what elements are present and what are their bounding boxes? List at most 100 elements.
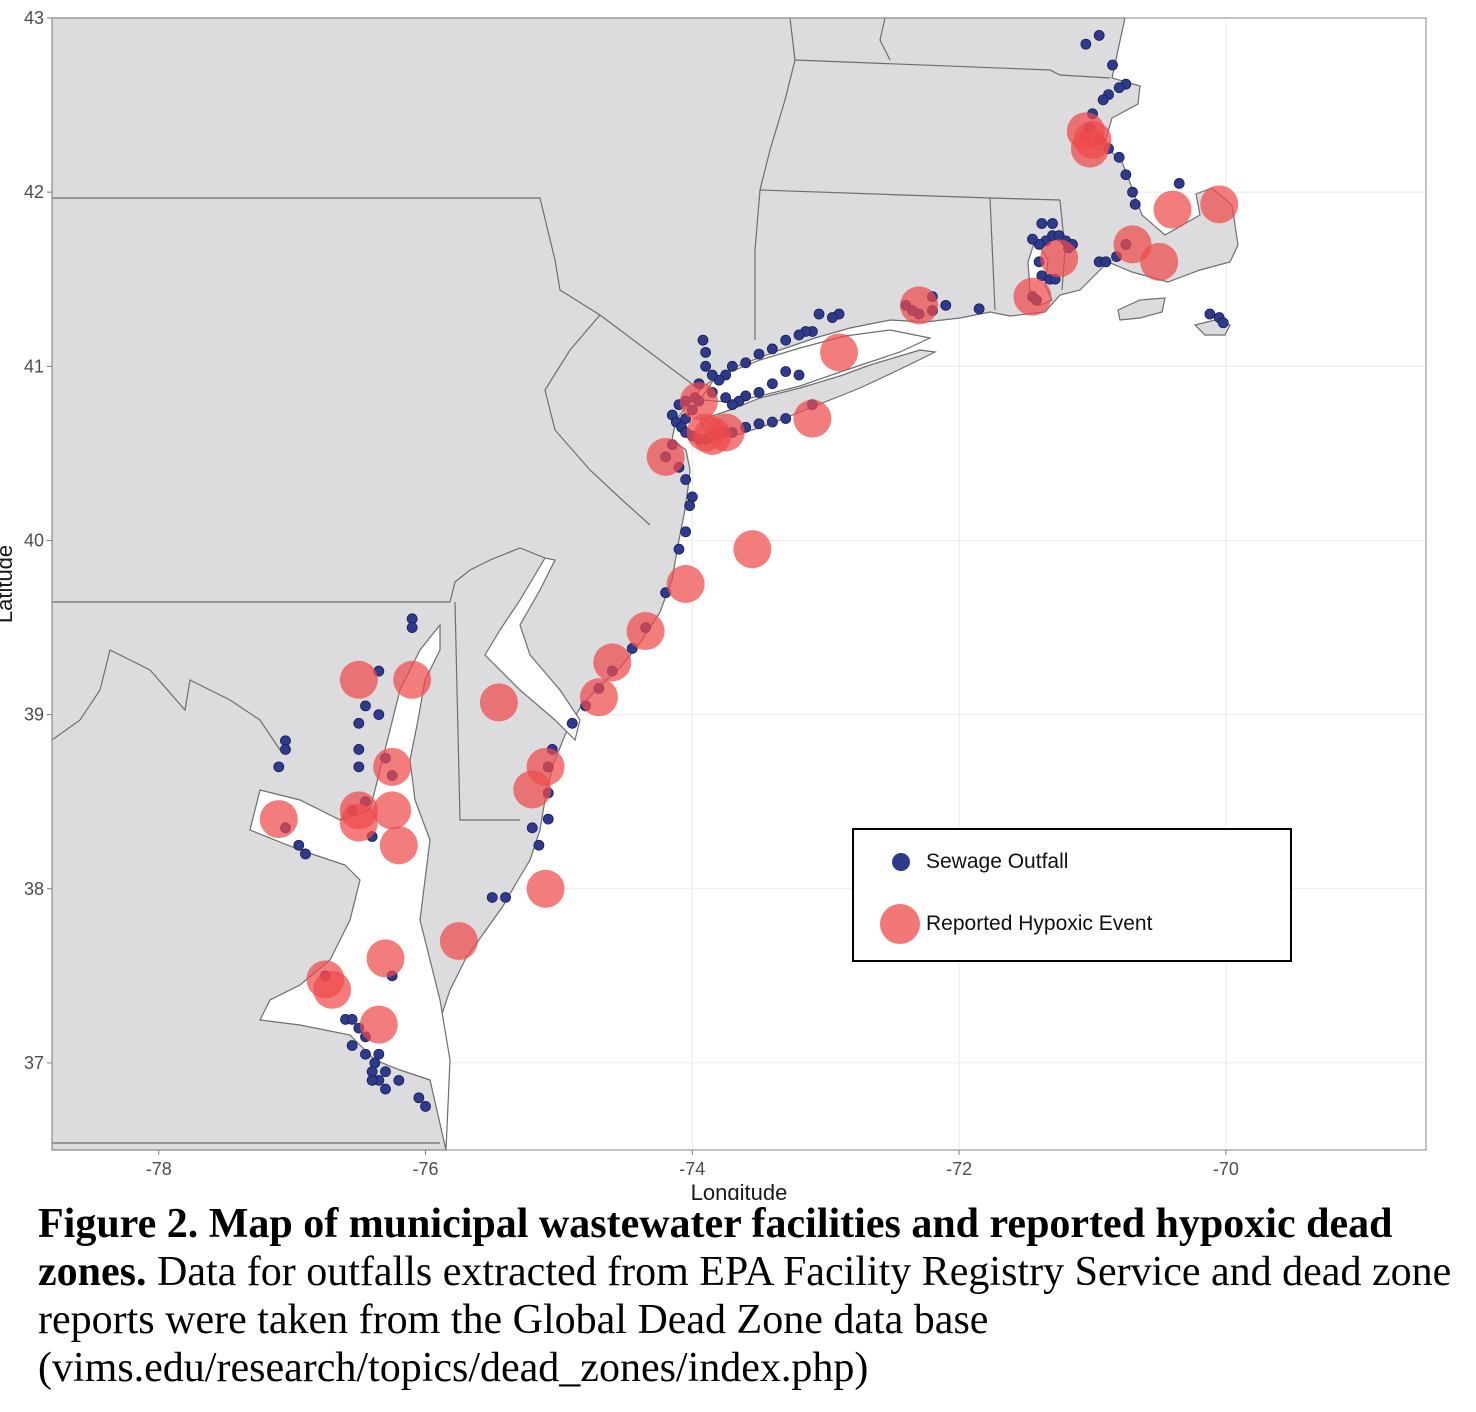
hypoxic-event-point <box>373 791 412 830</box>
figure-caption: Figure 2. Map of municipal wastewater fa… <box>38 1200 1458 1392</box>
hypoxic-event-point <box>900 286 939 325</box>
sewage-outfall-point <box>740 357 752 369</box>
hypoxic-event-point <box>339 803 378 842</box>
caption-title: Figure 2. Map of municipal wastewater fa… <box>38 1201 1393 1295</box>
ticks-layer: -78 -76 -74 -72 -70 37 38 39 40 41 42 43 <box>24 8 1239 1179</box>
x-tick-label: -78 <box>146 1159 172 1179</box>
hypoxic-event-point <box>359 1005 398 1044</box>
hypoxic-event-point <box>626 612 665 651</box>
sewage-outfall-point <box>1047 218 1058 229</box>
hypoxic-event-point <box>366 939 405 978</box>
sewage-outfall-point <box>766 378 778 390</box>
sewage-outfall-point <box>793 329 805 341</box>
sewage-outfall-point <box>1027 233 1038 245</box>
sewage-outfall-point <box>753 348 765 360</box>
sewage-outfall-point <box>726 360 738 372</box>
y-tick-label: 40 <box>24 530 44 550</box>
hypoxic-event-point <box>733 530 772 569</box>
sewage-outfall-point <box>780 413 792 424</box>
sewage-outfall-point <box>673 543 685 555</box>
sewage-outfall-point <box>373 1048 385 1060</box>
sewage-outfall-point <box>273 761 285 773</box>
sewage-outfall-point <box>360 1048 371 1060</box>
hypoxic-event-point <box>439 922 478 961</box>
sewage-outfall-point <box>1217 317 1229 329</box>
legend-item-hypoxic: Reported Hypoxic Event <box>854 904 1152 944</box>
x-tick-label: -76 <box>413 1159 439 1179</box>
hypoxic-event-point <box>313 970 352 1009</box>
marthas-vineyard <box>1117 297 1166 321</box>
sewage-outfall-point <box>542 813 554 825</box>
hypoxic-marker-icon <box>880 904 920 944</box>
sewage-outfall-point <box>753 418 765 430</box>
sewage-outfall-point <box>1093 30 1105 41</box>
x-tick-label: -74 <box>679 1159 705 1179</box>
state-borders <box>51 17 1111 1144</box>
hypoxic-event-point <box>393 660 432 699</box>
sewage-outfall-point <box>1113 151 1125 163</box>
hypoxic-event-point <box>646 437 685 476</box>
sewage-outfall-point <box>793 369 805 381</box>
sewage-outfall-point <box>940 299 952 311</box>
sewage-outfall-point <box>366 1074 378 1086</box>
sewage-outfall-point <box>526 822 538 834</box>
legend: Sewage Outfall Reported Hypoxic Event <box>852 828 1292 962</box>
sewage-outfall-point <box>680 526 692 538</box>
sewage-outfall-point <box>813 308 825 320</box>
caption-text: Data for outfalls extracted from EPA Fac… <box>38 1249 1452 1391</box>
sewage-outfall-point <box>353 717 365 729</box>
hypoxic-event-point <box>379 826 418 865</box>
hypoxic-event-point <box>1153 190 1192 229</box>
sewage-outfall-point <box>360 700 371 712</box>
hypoxic-event-point <box>1200 185 1239 224</box>
sewage-outfall-point <box>706 369 718 381</box>
sewage-outfall-point <box>697 334 709 346</box>
hypoxic-event-point <box>373 747 412 786</box>
sewage-outfall-point <box>780 366 792 377</box>
plot-border <box>51 17 1427 1151</box>
x-tick-label: -70 <box>1213 1159 1239 1179</box>
sewage-outfall-point <box>300 848 311 860</box>
sewage-outfall-point <box>780 334 792 346</box>
sewage-outfall-point <box>280 744 291 755</box>
sewage-outfall-point <box>1204 308 1216 320</box>
hypoxic-event-point <box>339 660 378 699</box>
sewage-outfall-point <box>500 892 511 903</box>
sewage-outfall-point <box>1120 169 1132 181</box>
sewage-outfall-point <box>826 312 838 323</box>
sewage-outfall-point <box>700 346 712 358</box>
delaware-bay <box>484 557 581 742</box>
sewage-outfall-point <box>684 500 696 512</box>
hypoxic-event-point <box>513 770 552 809</box>
sewage-outfall-point <box>413 1092 425 1104</box>
sewage-outfall-point <box>533 839 545 851</box>
sewage-outfall-point <box>486 892 498 903</box>
y-tick-label: 39 <box>24 705 44 725</box>
x-tick-label: -72 <box>946 1159 972 1179</box>
y-tick-label: 37 <box>24 1053 44 1073</box>
sewage-outfall-point <box>726 399 738 411</box>
y-tick-label: 41 <box>24 356 44 376</box>
map-figure: -78 -76 -74 -72 -70 37 38 39 40 41 42 43 Longitude … <box>0 8 1427 1200</box>
y-tick-label: 38 <box>24 879 44 899</box>
sewage-outfall-point <box>766 343 778 355</box>
sewage-outfall-point <box>406 622 418 633</box>
legend-label-hypoxic: Reported Hypoxic Event <box>926 912 1153 935</box>
sewage-outfall-point <box>346 1040 358 1051</box>
hypoxic-event-point <box>479 683 518 722</box>
sewage-outfall-point <box>393 1074 405 1086</box>
legend-item-outfall: Sewage Outfall <box>854 850 1068 874</box>
sewage-outfall-point <box>973 303 985 315</box>
sewage-outfall-point <box>1107 59 1118 71</box>
sewage-outfall-point <box>680 474 692 485</box>
hypoxic-event-point <box>666 565 705 603</box>
x-axis-title: Longitude <box>691 1180 788 1200</box>
sewage-outfall-point <box>353 744 365 755</box>
hypoxic-event-point <box>693 416 732 455</box>
sewage-outfall-point <box>380 1066 391 1078</box>
hypoxic-event-point <box>1040 239 1079 278</box>
sewage-outfall-point <box>420 1101 431 1112</box>
hypoxic-event-point <box>820 333 859 372</box>
hypoxic-event-point <box>593 643 632 682</box>
